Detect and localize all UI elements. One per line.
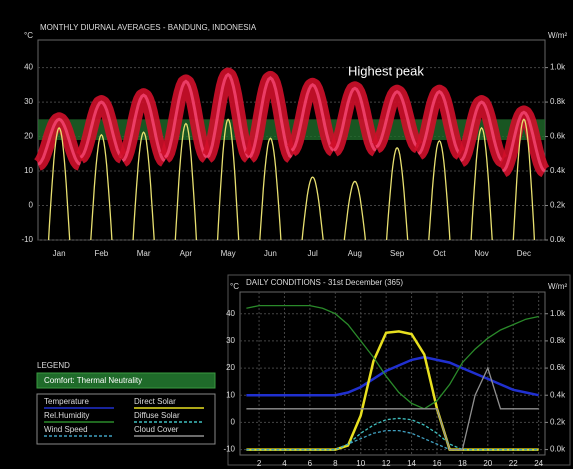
legend-box	[36, 393, 216, 445]
temperature-core	[417, 89, 462, 156]
y-tick-label: 30	[24, 97, 33, 106]
x-tick-label: 12	[382, 459, 391, 468]
temperature-core	[459, 100, 504, 163]
legend-title: LEGEND	[37, 361, 70, 370]
legend-label: Comfort: Thermal Neutrality	[44, 376, 142, 385]
y2-tick-label: 0.8k	[550, 336, 566, 345]
x-tick-label: 16	[433, 459, 442, 468]
y2-unit: W/m²	[548, 282, 567, 291]
temperature-core	[121, 93, 166, 162]
x-tick-label: Oct	[433, 249, 446, 258]
temperature-core	[79, 100, 124, 159]
y-tick-label: 30	[226, 336, 235, 345]
y2-tick-label: 0.6k	[550, 132, 566, 141]
solar-curve	[343, 180, 367, 241]
solar-curve	[90, 133, 113, 241]
annotation: Highest peak	[348, 63, 424, 78]
x-tick-label: Jun	[264, 249, 277, 258]
series-line	[246, 304, 539, 410]
solar-curve	[512, 118, 536, 241]
x-tick-label: Jan	[53, 249, 66, 258]
x-tick-label: Apr	[180, 249, 193, 258]
x-tick-label: 6	[308, 459, 313, 468]
x-tick-label: 20	[483, 459, 492, 468]
series-line	[246, 366, 539, 451]
y-tick-label: 10	[24, 166, 33, 175]
solar-curve	[47, 126, 71, 241]
temperature-core	[163, 79, 208, 159]
legend-comfort	[36, 372, 216, 389]
x-tick-label: 24	[534, 459, 543, 468]
y2-tick-label: 0.8k	[550, 97, 566, 106]
temperature-core	[502, 110, 546, 173]
y2-tick-label: 0.0k	[550, 445, 566, 454]
y2-unit: W/m²	[548, 31, 567, 40]
x-tick-label: May	[221, 249, 236, 258]
temperature-core	[375, 89, 419, 149]
x-tick-label: 10	[356, 459, 365, 468]
x-tick-label: 22	[509, 459, 518, 468]
solar-curve	[259, 137, 282, 241]
chart-title: MONTHLY DIURNAL AVERAGES - BANDUNG, INDO…	[40, 23, 257, 32]
solar-curve	[301, 176, 324, 241]
x-tick-label: Nov	[475, 249, 489, 258]
y2-tick-label: 0.2k	[550, 418, 566, 427]
series-line	[246, 355, 539, 397]
x-tick-label: Aug	[348, 249, 362, 258]
y-tick-label: 20	[24, 132, 33, 141]
x-tick-label: 18	[458, 459, 467, 468]
temperature-core	[37, 117, 81, 166]
x-tick-label: 8	[333, 459, 338, 468]
legend-label: Cloud Cover	[134, 425, 179, 434]
legend-label: Temperature	[44, 397, 89, 406]
solar-curve	[174, 122, 198, 241]
solar-curve	[470, 126, 493, 241]
y2-tick-label: 0.4k	[550, 390, 566, 399]
legend-label: Diffuse Solar	[134, 411, 180, 420]
solar-curve	[132, 131, 155, 241]
daily-frame	[227, 274, 571, 466]
chart-title: DAILY CONDITIONS - 31st December (365)	[246, 278, 403, 287]
y-tick-label: -10	[223, 445, 235, 454]
legend-label: Wind Speed	[44, 425, 88, 434]
temperature-core	[248, 75, 293, 159]
temperature-core	[290, 83, 335, 152]
y2-tick-label: 1.0k	[550, 63, 566, 72]
x-tick-label: 2	[257, 459, 262, 468]
legend-label: Direct Solar	[134, 397, 176, 406]
y2-tick-label: 0.6k	[550, 363, 566, 372]
y-unit: °C	[24, 31, 33, 40]
y2-tick-label: 1.0k	[550, 309, 566, 318]
series-line	[246, 429, 539, 451]
x-tick-label: Sep	[390, 249, 405, 258]
y-tick-label: 40	[226, 309, 235, 318]
solar-curve	[385, 146, 409, 241]
x-tick-label: Jul	[308, 249, 318, 258]
y2-tick-label: 0.2k	[550, 201, 566, 210]
y2-tick-label: 0.0k	[550, 235, 566, 244]
solar-curve	[216, 118, 240, 241]
x-tick-label: 4	[282, 459, 287, 468]
x-tick-label: Mar	[137, 249, 151, 258]
x-tick-label: 14	[407, 459, 416, 468]
temperature-core	[206, 72, 251, 159]
y-tick-label: -10	[21, 235, 33, 244]
temperature-core	[333, 86, 377, 152]
y-tick-label: 0	[29, 201, 34, 210]
legend-label: Rel.Humidity	[44, 411, 89, 420]
x-tick-label: Feb	[94, 249, 108, 258]
y-tick-label: 10	[226, 390, 235, 399]
plot-area	[239, 291, 546, 456]
y-unit: °C	[230, 282, 239, 291]
solar-curve	[428, 140, 451, 241]
y-tick-label: 40	[24, 63, 33, 72]
y-tick-label: 0	[231, 418, 236, 427]
y-tick-label: 20	[226, 363, 235, 372]
y2-tick-label: 0.4k	[550, 166, 566, 175]
x-tick-label: Dec	[517, 249, 531, 258]
